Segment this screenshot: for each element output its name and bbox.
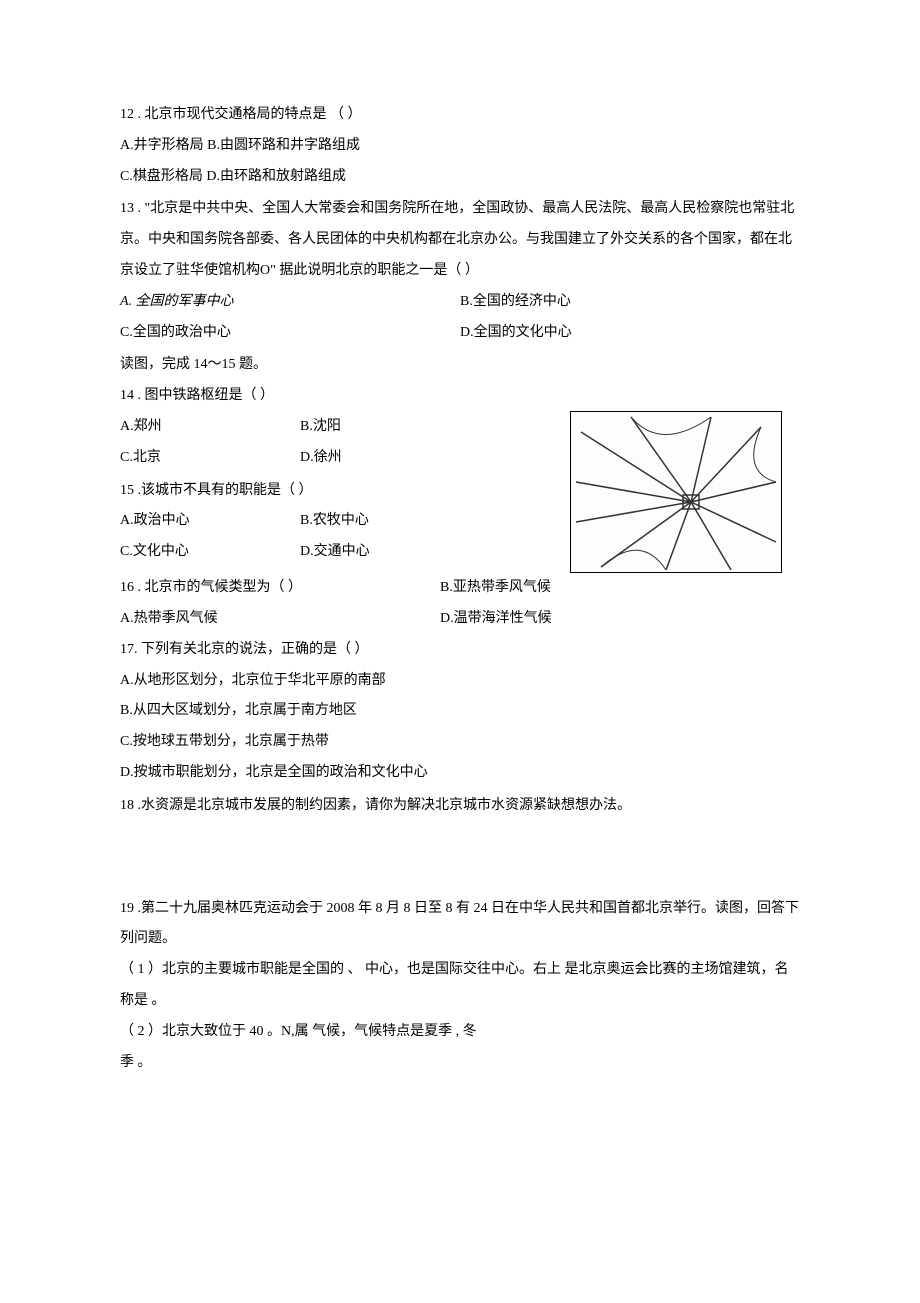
q15-b: B.农牧中心 bbox=[300, 506, 480, 537]
q16-a: A.热带季风气候 bbox=[120, 604, 440, 635]
q14-b: B.沈阳 bbox=[300, 412, 480, 443]
q12-row1: A.井字形格局 B.由圆环路和井字路组成 bbox=[120, 131, 800, 162]
q13-a: A. 全国的军事中心 bbox=[120, 294, 234, 309]
question-12: 12 . 北京市现代交通格局的特点是 （ ） A.井字形格局 B.由圆环路和井字… bbox=[120, 100, 800, 192]
q13-c: C.全国的政治中心 bbox=[120, 318, 460, 349]
q16-b: B.亚热带季风气候 bbox=[440, 573, 800, 604]
q15-c: C.文化中心 bbox=[120, 537, 300, 568]
q14-a: A.郑州 bbox=[120, 412, 300, 443]
q14-stem: 14 . 图中铁路枢纽是（ ） bbox=[120, 381, 570, 412]
q12-stem: 12 . 北京市现代交通格局的特点是 （ ） bbox=[120, 100, 800, 131]
question-18: 18 .水资源是北京城市发展的制约因素，请你为解决北京城市水资源紧缺想想办法。 bbox=[120, 791, 800, 822]
q13-d: D.全国的文化中心 bbox=[460, 318, 800, 349]
q17-c: C.按地球五带划分，北京属于热带 bbox=[120, 727, 800, 758]
q17-b: B.从四大区域划分，北京属于南方地区 bbox=[120, 696, 800, 727]
q15-a: A.政治中心 bbox=[120, 506, 300, 537]
q18-stem: 18 .水资源是北京城市发展的制约因素，请你为解决北京城市水资源紧缺想想办法。 bbox=[120, 791, 800, 822]
question-15: 15 .该城市不具有的职能是（ ） A.政治中心 B.农牧中心 C.文化中心 D… bbox=[120, 476, 570, 568]
railway-map bbox=[570, 411, 782, 573]
q14-c: C.北京 bbox=[120, 443, 300, 474]
q14-d: D.徐州 bbox=[300, 443, 480, 474]
q14-15-block: 14 . 图中铁路枢纽是（ ） A.郑州 B.沈阳 C.北京 D.徐州 15 .… bbox=[120, 381, 800, 573]
q13-b: B.全国的经济中心 bbox=[460, 287, 800, 318]
q19-p3: 季 。 bbox=[120, 1048, 800, 1079]
answer-gap bbox=[120, 824, 800, 894]
q16-d: D.温带海洋性气候 bbox=[440, 604, 800, 635]
q17-stem: 17. 下列有关北京的说法，正确的是（ ） bbox=[120, 635, 800, 666]
q19-p2: （ 2 ）北京大致位于 40 。N,属 气候，气候特点是夏季 , 冬 bbox=[120, 1017, 800, 1048]
q19-p1: （ 1 ）北京的主要城市职能是全国的 、 中心，也是国际交往中心。右上 是北京奥… bbox=[120, 955, 800, 1017]
q19-stem: 19 .第二十九届奥林匹克运动会于 2008 年 8 月 8 日至 8 有 24… bbox=[120, 894, 800, 956]
question-14: 14 . 图中铁路枢纽是（ ） A.郑州 B.沈阳 C.北京 D.徐州 bbox=[120, 381, 570, 473]
q16-stem: 16 . 北京市的气候类型为（ ） bbox=[120, 573, 440, 604]
q17-a: A.从地形区划分，北京位于华北平原的南部 bbox=[120, 666, 800, 697]
q15-d: D.交通中心 bbox=[300, 537, 480, 568]
question-17: 17. 下列有关北京的说法，正确的是（ ） A.从地形区划分，北京位于华北平原的… bbox=[120, 635, 800, 789]
question-13: 13 . "北京是中共中央、全国人大常委会和国务院所在地，全国政协、最高人民法院… bbox=[120, 194, 800, 348]
question-19: 19 .第二十九届奥林匹克运动会于 2008 年 8 月 8 日至 8 有 24… bbox=[120, 894, 800, 1079]
q17-d: D.按城市职能划分，北京是全国的政治和文化中心 bbox=[120, 758, 800, 789]
q13-stem: 13 . "北京是中共中央、全国人大常委会和国务院所在地，全国政协、最高人民法院… bbox=[120, 194, 800, 286]
question-16: 16 . 北京市的气候类型为（ ） A.热带季风气候 B.亚热带季风气候 D.温… bbox=[120, 573, 800, 635]
lead-14-15: 读图，完成 14〜15 题。 bbox=[120, 350, 800, 381]
q15-stem: 15 .该城市不具有的职能是（ ） bbox=[120, 476, 570, 507]
q12-row2: C.棋盘形格局 D.由环路和放射路组成 bbox=[120, 162, 800, 193]
